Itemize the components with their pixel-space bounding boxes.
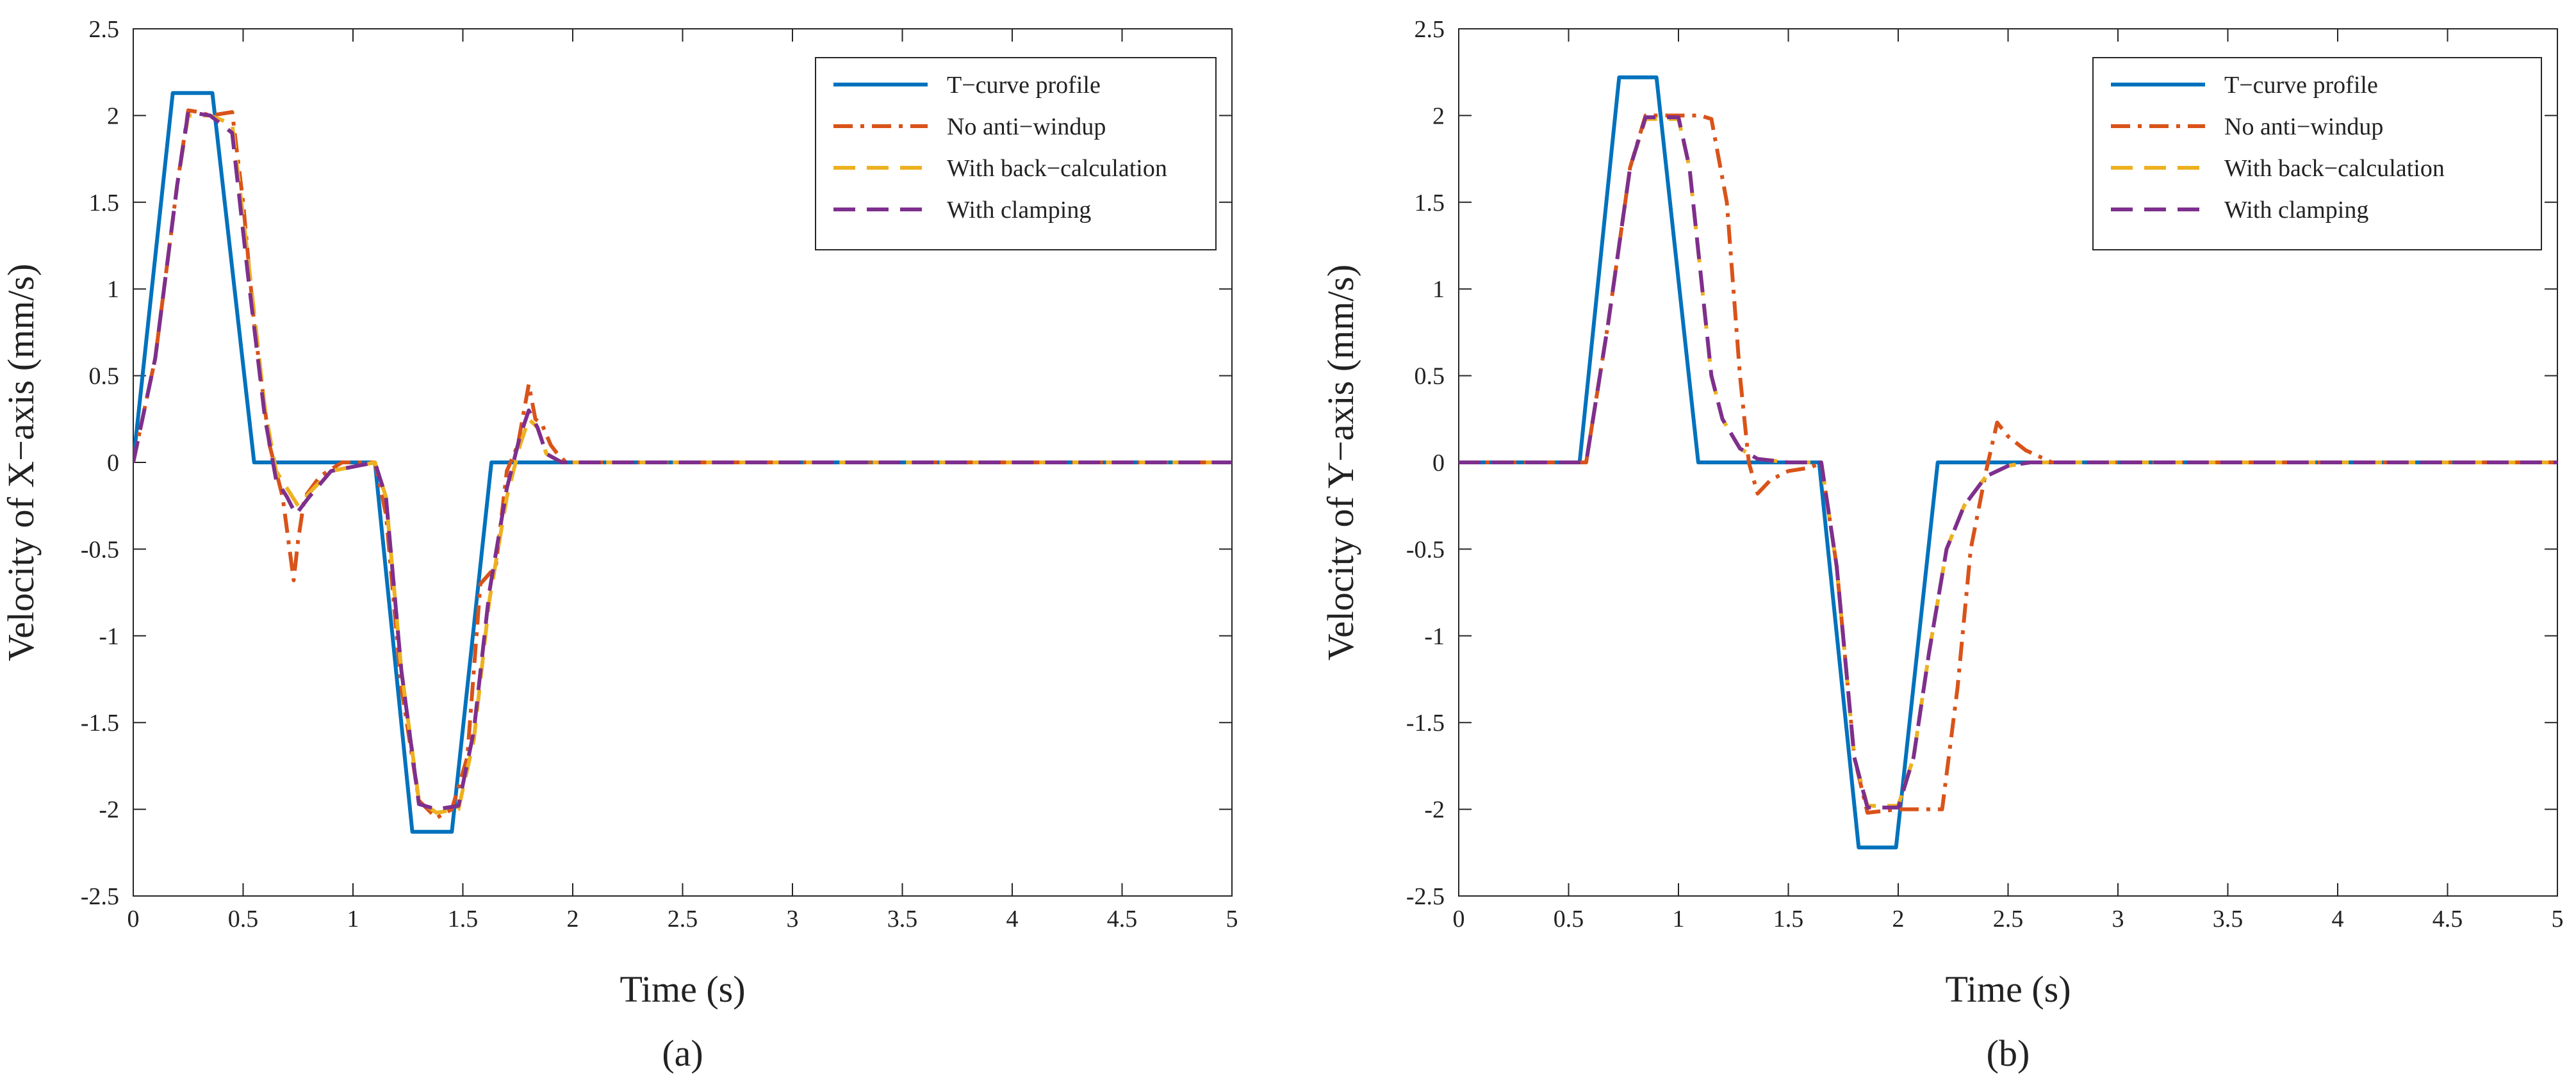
legend-label: T−curve profile — [947, 72, 1101, 99]
x-tick-label: 2 — [1892, 906, 1905, 932]
y-tick-label: 0.5 — [89, 363, 120, 390]
x-tick-label: 2.5 — [668, 906, 698, 932]
x-tick-label: 5 — [2552, 906, 2564, 932]
series-line-4 — [1459, 115, 2557, 810]
x-tick-label: 1 — [1673, 906, 1685, 932]
legend: T−curve profile No anti−windup With back−c… — [2092, 57, 2542, 250]
legend-label: With back−calculation — [947, 155, 1167, 182]
legend-box — [2092, 57, 2542, 250]
y-tick-label: 1.5 — [1415, 190, 1445, 216]
legend-label: No anti−windup — [2224, 113, 2383, 140]
y-tick-label: 2.5 — [1415, 16, 1445, 43]
legend-label: With back−calculation — [2224, 155, 2445, 182]
x-tick-label: 0 — [127, 906, 140, 932]
x-axis-label: Time (s) — [1945, 968, 2071, 1010]
y-tick-label: -1.5 — [1406, 710, 1445, 737]
y-tick-label: -1 — [1424, 623, 1445, 650]
x-tick-label: 4 — [1006, 906, 1019, 932]
y-tick-label: 2.5 — [89, 16, 120, 43]
x-tick-label: 4.5 — [1107, 906, 1138, 932]
series-line-1 — [1459, 75, 2557, 850]
y-axis-label: Velocity of Y−axis (mm/s) — [1320, 265, 1361, 661]
series-line-3 — [133, 113, 1232, 815]
legend: T−curve profile No anti−windup With back−c… — [815, 57, 1217, 250]
y-tick-label: -1 — [99, 623, 119, 650]
y-tick-label: -2 — [1424, 797, 1445, 824]
x-tick-label: 2 — [567, 906, 579, 932]
x-tick-label: 0.5 — [228, 906, 259, 932]
y-tick-label: 1 — [1432, 276, 1445, 303]
y-tick-label: -1.5 — [81, 710, 119, 737]
y-tick-label: 0.5 — [1415, 363, 1445, 390]
x-tick-label: 3.5 — [2213, 906, 2244, 932]
x-tick-label: 0 — [1453, 906, 1465, 932]
y-tick-label: -0.5 — [1406, 536, 1445, 563]
chart-panel-2: 0 0.5 1 1.5 2 2.5 3 3.5 4 4.5 5 -2.5 -2 -1.5 -1 -0.5 0 0.… — [1320, 16, 2564, 1074]
x-tick-label: 4.5 — [2432, 906, 2463, 932]
legend-label: With clamping — [947, 197, 1091, 224]
panel-label: (b) — [1987, 1032, 2030, 1074]
y-tick-label: -2 — [99, 797, 119, 824]
y-tick-label: 1.5 — [89, 190, 120, 216]
legend-box — [815, 57, 1217, 250]
x-tick-label: 4 — [2332, 906, 2344, 932]
y-tick-label: 1 — [107, 276, 119, 303]
legend-label: With clamping — [2224, 197, 2368, 224]
chart-panel-1: 0 0.5 1 1.5 2 2.5 3 3.5 4 4.5 5 -2.5 -2 -1.5 -1 -0.5 0 0.… — [0, 16, 1238, 1074]
y-tick-label: 0 — [1432, 450, 1445, 476]
x-tick-label: 1.5 — [1773, 906, 1804, 932]
x-tick-label: 3 — [2112, 906, 2124, 932]
x-tick-label: 3.5 — [887, 906, 918, 932]
y-tick-label: 2 — [1432, 102, 1445, 129]
panel-label: (a) — [662, 1032, 703, 1074]
y-tick-label: -2.5 — [81, 883, 119, 910]
y-tick-label: -0.5 — [81, 536, 119, 563]
y-tick-label: -2.5 — [1406, 883, 1445, 910]
x-tick-label: 3 — [787, 906, 799, 932]
x-axis-label: Time (s) — [619, 968, 745, 1010]
y-axis-label: Velocity of X−axis (mm/s) — [0, 264, 42, 662]
y-tick-label: 2 — [107, 102, 119, 129]
x-tick-label: 1.5 — [448, 906, 479, 932]
legend-label: T−curve profile — [2224, 72, 2378, 99]
x-tick-label: 1 — [347, 906, 359, 932]
y-tick-label: 0 — [107, 450, 119, 476]
x-tick-label: 5 — [1226, 906, 1238, 932]
x-tick-label: 0.5 — [1554, 906, 1584, 932]
legend-label: No anti−windup — [947, 113, 1106, 140]
x-tick-label: 2.5 — [1993, 906, 2024, 932]
